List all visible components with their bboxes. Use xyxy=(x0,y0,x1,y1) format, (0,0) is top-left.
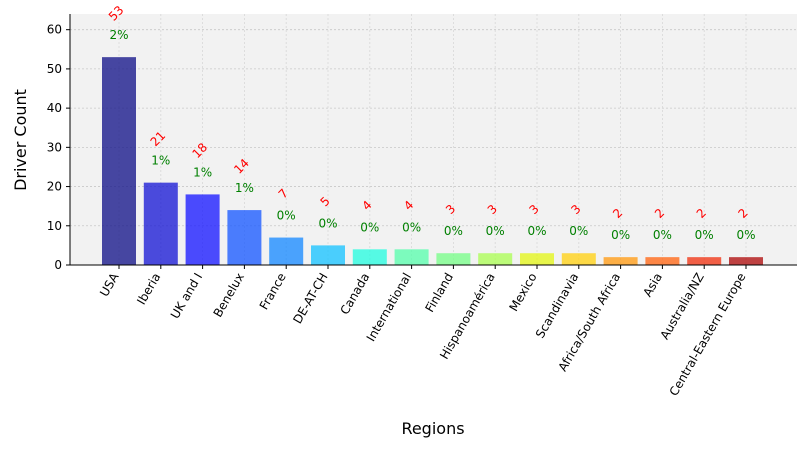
bar xyxy=(227,210,262,265)
bar-percent-label: 0% xyxy=(318,216,337,230)
y-ticks: 0 10 20 30 40 50 60 xyxy=(47,23,70,272)
bar-percent-label: 0% xyxy=(444,224,463,238)
y-tick-label: 30 xyxy=(47,140,62,154)
x-tick-label: UK and I xyxy=(168,271,205,322)
bar-percent-label: 0% xyxy=(611,228,630,242)
bar xyxy=(185,194,220,265)
bar-labels-group: 2%531%211%181%140%70%50%40%40%30%30%30%3… xyxy=(106,3,756,242)
y-tick-label: 40 xyxy=(47,101,62,115)
bar-percent-label: 0% xyxy=(569,224,588,238)
bar xyxy=(352,249,387,265)
bar xyxy=(603,257,638,265)
x-ticks: USA Iberia UK and I Benelux France DE-AT-CH Ca… xyxy=(97,265,749,398)
bar xyxy=(561,253,596,265)
bar xyxy=(729,257,763,265)
bar xyxy=(394,249,429,265)
bar-percent-label: 1% xyxy=(193,165,212,179)
bar-percent-label: 0% xyxy=(277,209,296,223)
x-tick-label: Australia/NZ xyxy=(658,271,707,342)
bar-percent-label: 0% xyxy=(402,220,421,234)
x-tick-label: Asia xyxy=(640,271,665,300)
x-tick-label: Canada xyxy=(337,271,372,318)
x-tick-label: Benelux xyxy=(211,271,247,320)
x-tick-label: France xyxy=(257,271,289,313)
bar xyxy=(436,253,471,265)
x-tick-label: Central-Eastern Europe xyxy=(667,271,749,399)
bar-percent-label: 1% xyxy=(235,181,254,195)
bar-percent-label: 2% xyxy=(109,28,128,42)
bar-percent-label: 0% xyxy=(527,224,546,238)
bar xyxy=(143,182,178,265)
bar xyxy=(478,253,513,265)
x-axis-title: Regions xyxy=(401,419,464,438)
x-tick-label: USA xyxy=(97,270,122,299)
y-tick-label: 0 xyxy=(54,258,62,272)
y-tick-label: 20 xyxy=(47,180,62,194)
plot-background xyxy=(70,14,797,265)
bars-group xyxy=(102,57,763,265)
x-tick-label: International xyxy=(364,271,414,344)
bar xyxy=(520,253,554,265)
bar xyxy=(687,257,722,265)
x-tick-label: Scandinavia xyxy=(533,271,582,341)
x-tick-label: Finland xyxy=(422,271,456,315)
y-tick-label: 60 xyxy=(47,23,62,37)
y-tick-label: 50 xyxy=(47,62,62,76)
x-tick-label: Iberia xyxy=(134,271,163,308)
bar-percent-label: 1% xyxy=(151,154,170,168)
bar xyxy=(102,57,136,265)
bar-percent-label: 0% xyxy=(695,228,714,242)
bar-percent-label: 0% xyxy=(736,228,755,242)
bar-percent-label: 0% xyxy=(360,220,379,234)
x-tick-label: DE-AT-CH xyxy=(290,271,330,327)
bar xyxy=(269,237,304,265)
x-tick-label: Mexico xyxy=(507,271,540,314)
y-axis-title: Driver Count xyxy=(11,89,30,191)
bar-percent-label: 0% xyxy=(486,224,505,238)
y-tick-label: 10 xyxy=(47,219,62,233)
bar xyxy=(311,245,345,265)
bar-percent-label: 0% xyxy=(653,228,672,242)
bar xyxy=(645,257,680,265)
